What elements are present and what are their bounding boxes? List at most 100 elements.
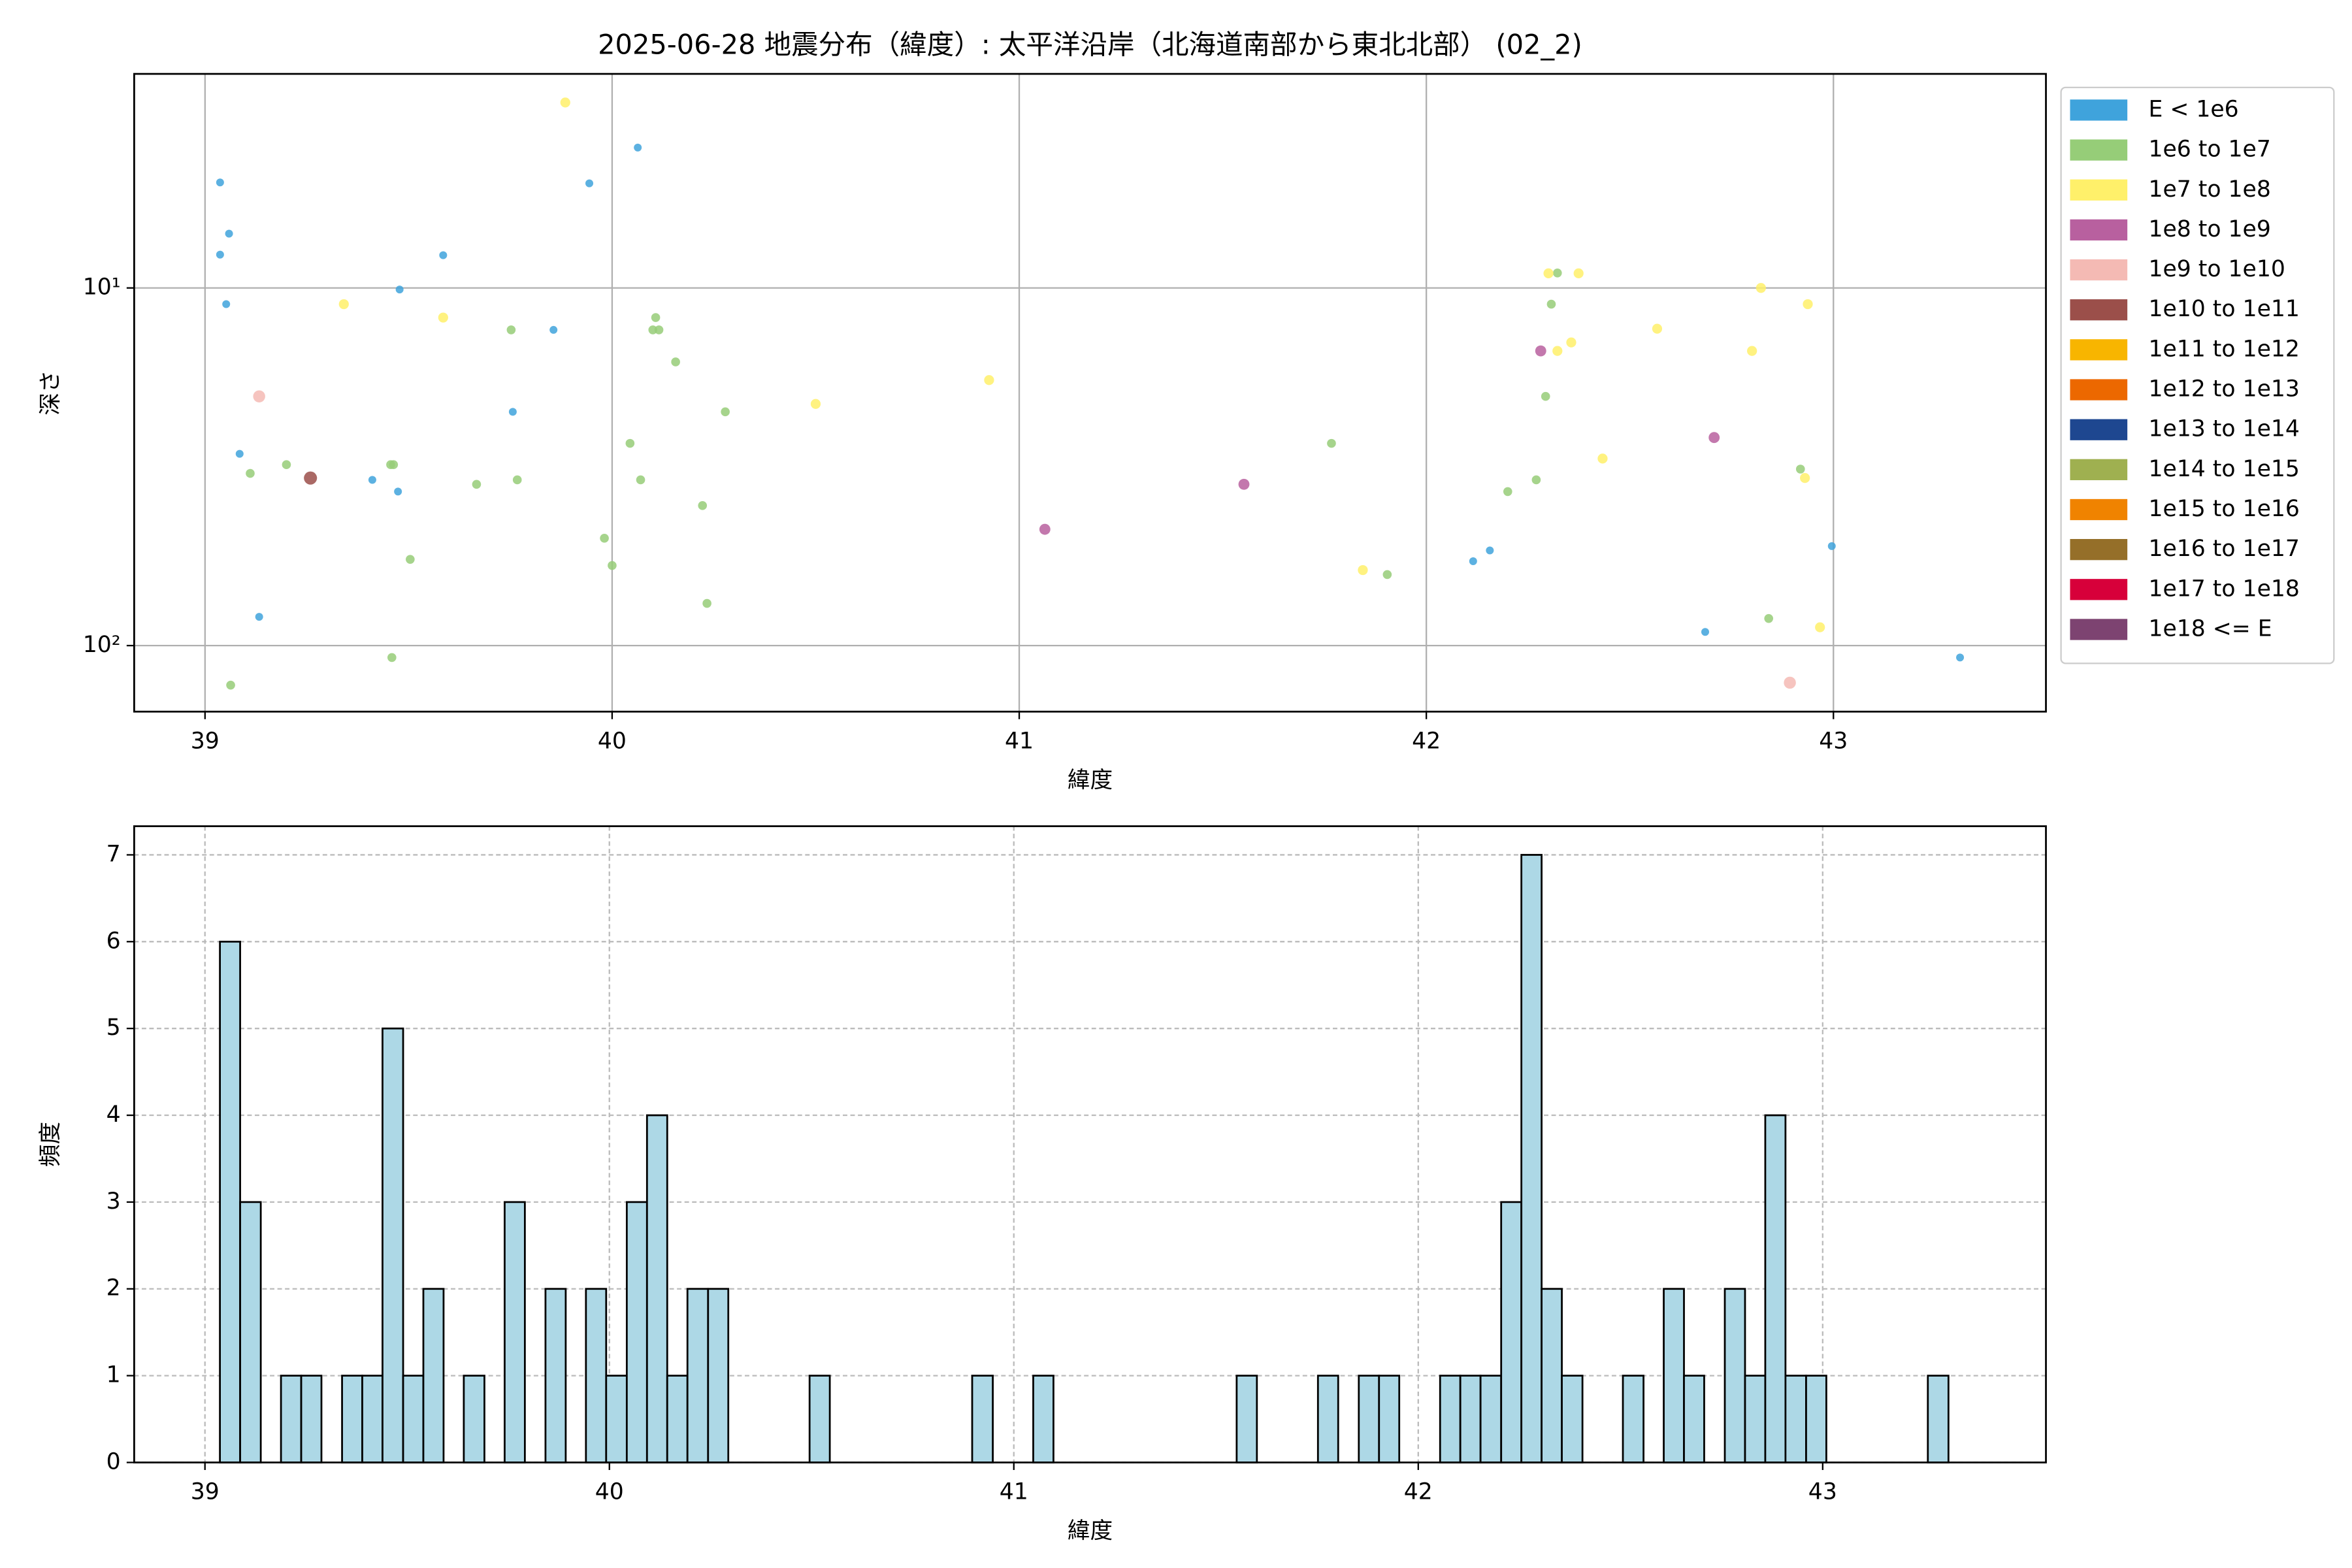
histogram-bar bbox=[1520, 854, 1543, 1463]
legend-label: 1e14 to 1e15 bbox=[2148, 456, 2299, 482]
data-point bbox=[226, 680, 235, 690]
data-point bbox=[648, 325, 658, 335]
data-point bbox=[625, 438, 635, 448]
data-point bbox=[651, 313, 661, 322]
legend-swatch bbox=[2070, 539, 2128, 561]
data-point bbox=[439, 251, 448, 259]
chart-title: 2025-06-28 地震分布（緯度）: 太平洋沿岸（北海道南部から東北北部） … bbox=[598, 29, 1582, 61]
histogram-bar bbox=[625, 1201, 648, 1463]
y-tick-label: 7 bbox=[106, 841, 121, 867]
data-point bbox=[222, 300, 231, 308]
histogram-bar bbox=[1764, 1114, 1787, 1463]
x-tick-label: 43 bbox=[1819, 728, 1848, 754]
x-tick-label: 41 bbox=[1000, 1479, 1028, 1505]
y-tick-label: 4 bbox=[106, 1102, 121, 1128]
legend-swatch bbox=[2070, 259, 2128, 281]
data-point bbox=[1535, 345, 1546, 357]
histogram-bar bbox=[219, 940, 241, 1463]
data-point bbox=[1827, 542, 1836, 550]
y-tick-label: 2 bbox=[106, 1275, 121, 1301]
histogram-bar bbox=[1561, 1375, 1584, 1463]
data-point bbox=[702, 598, 711, 608]
x-tick-label: 42 bbox=[1404, 1479, 1433, 1505]
legend-label: 1e8 to 1e9 bbox=[2148, 216, 2270, 242]
x-axis-label: 緯度 bbox=[1068, 767, 1113, 793]
legend-frame bbox=[2060, 86, 2335, 664]
legend-label: 1e12 to 1e13 bbox=[2148, 376, 2299, 402]
data-point bbox=[225, 229, 233, 238]
data-point bbox=[810, 399, 821, 409]
histogram-bar bbox=[402, 1375, 425, 1463]
legend-label: 1e6 to 1e7 bbox=[2148, 137, 2270, 163]
data-point bbox=[282, 460, 291, 470]
data-point bbox=[1956, 653, 1965, 662]
data-point bbox=[671, 357, 680, 367]
legend-swatch bbox=[2070, 139, 2128, 161]
histogram-bar bbox=[971, 1375, 994, 1463]
y-axis-label: 深さ bbox=[37, 370, 63, 416]
histogram-bar bbox=[1784, 1375, 1807, 1463]
data-point bbox=[394, 487, 402, 496]
data-point bbox=[253, 390, 265, 402]
data-point bbox=[636, 475, 645, 485]
y-tick-label: 3 bbox=[106, 1188, 121, 1215]
data-point bbox=[246, 468, 255, 478]
y-axis-label: 頻度 bbox=[37, 1122, 63, 1167]
data-point bbox=[1552, 268, 1562, 278]
y-tick-label: 10² bbox=[83, 632, 121, 658]
data-point bbox=[368, 476, 376, 484]
legend-label: 1e10 to 1e11 bbox=[2148, 296, 2299, 322]
y-tick-label: 1 bbox=[106, 1362, 121, 1388]
data-point bbox=[654, 325, 664, 335]
data-point bbox=[1815, 622, 1825, 632]
x-tick-label: 40 bbox=[598, 728, 627, 754]
legend-swatch bbox=[2070, 379, 2128, 400]
data-point bbox=[395, 286, 404, 294]
data-point bbox=[585, 179, 594, 188]
data-point bbox=[1708, 432, 1720, 444]
legend-label: E < 1e6 bbox=[2148, 96, 2238, 122]
data-point bbox=[1543, 268, 1554, 278]
y-tick-label: 10¹ bbox=[83, 274, 121, 301]
plot-frame bbox=[133, 825, 2047, 1463]
data-point bbox=[1541, 391, 1550, 401]
data-point bbox=[1531, 475, 1541, 485]
histogram-bar bbox=[239, 1201, 262, 1463]
legend-swatch bbox=[2070, 339, 2128, 361]
legend: E < 1e6 1e6 to 1e7 1e7 to 1e8 1e8 to 1e9 1e9… bbox=[2060, 86, 2335, 664]
data-point bbox=[512, 475, 522, 485]
data-point bbox=[389, 460, 399, 470]
legend-swatch bbox=[2070, 419, 2128, 440]
data-point bbox=[1327, 438, 1336, 448]
legend-swatch bbox=[2070, 299, 2128, 321]
histogram-bar bbox=[1622, 1375, 1644, 1463]
y-tick-label: 5 bbox=[106, 1015, 121, 1041]
data-point bbox=[1800, 473, 1810, 483]
histogram-bar bbox=[1541, 1288, 1563, 1463]
histogram-bar bbox=[1805, 1375, 1827, 1463]
data-point bbox=[1566, 337, 1576, 348]
data-point bbox=[304, 471, 318, 485]
data-point bbox=[1238, 478, 1250, 490]
histogram-bar bbox=[361, 1375, 384, 1463]
data-point bbox=[600, 534, 609, 543]
data-point bbox=[1546, 299, 1556, 309]
histogram-bar bbox=[1683, 1375, 1705, 1463]
data-point bbox=[235, 449, 244, 458]
histogram-bar bbox=[1459, 1375, 1482, 1463]
data-point bbox=[1756, 283, 1766, 293]
data-point bbox=[216, 178, 224, 187]
data-point bbox=[1652, 323, 1663, 334]
histogram-bar bbox=[1500, 1201, 1523, 1463]
legend-swatch bbox=[2070, 579, 2128, 600]
histogram-bar bbox=[1927, 1375, 1950, 1463]
data-point bbox=[506, 325, 516, 335]
histogram-bar bbox=[300, 1375, 323, 1463]
x-tick-label: 43 bbox=[1808, 1479, 1837, 1505]
histogram-bar bbox=[1479, 1375, 1503, 1463]
histogram-bar bbox=[1358, 1375, 1380, 1463]
x-tick-label: 41 bbox=[1005, 728, 1034, 754]
x-tick-label: 42 bbox=[1412, 728, 1441, 754]
